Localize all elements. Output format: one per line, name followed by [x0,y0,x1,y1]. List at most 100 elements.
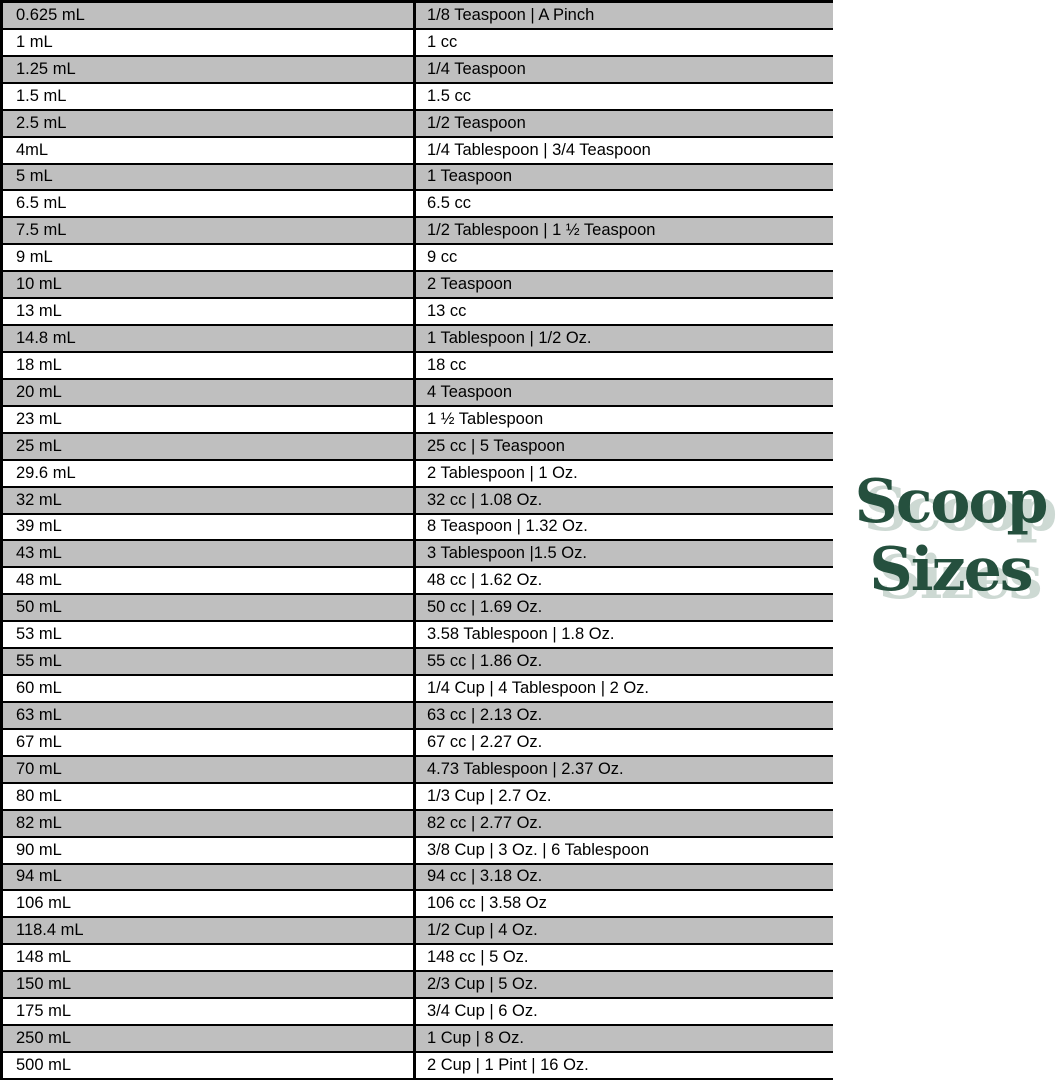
table-row: 53 mL 3.58 Tablespoon | 1.8 Oz. [3,622,833,650]
ml-cell: 500 mL [3,1052,416,1078]
ml-cell: 13 mL [3,299,416,325]
table-row: 6.5 mL 6.5 cc [3,191,833,219]
table-row: 29.6 mL 2 Tablespoon | 1 Oz. [3,460,833,488]
table-row: 175 mL 3/4 Cup | 6 Oz. [3,999,833,1027]
equivalent-cell: 25 cc | 5 Teaspoon [427,436,565,455]
scoop-sizes-logo: Scoop Sizes [838,468,1063,604]
ml-cell: 10 mL [3,272,416,298]
equivalent-cell: 48 cc | 1.62 Oz. [427,571,543,590]
equivalent-cell: 2/3 Cup | 5 Oz. [427,975,538,994]
equivalent-cell: 2 Tablespoon | 1 Oz. [427,463,578,482]
ml-cell: 39 mL [3,514,416,540]
table-row: 80 mL 1/3 Cup | 2.7 Oz. [3,783,833,811]
equivalent-cell: 2 Cup | 1 Pint | 16 Oz. [427,1055,589,1074]
table-row: 0.625 mL 1/8 Teaspoon | A Pinch [3,3,833,30]
ml-cell: 29.6 mL [3,460,416,486]
equivalent-cell: 2 Teaspoon [427,275,513,294]
table-row: 60 mL 1/4 Cup | 4 Tablespoon | 2 Oz. [3,676,833,703]
table-row: 106 mL 106 cc | 3.58 Oz [3,891,833,919]
ml-cell: 148 mL [3,945,416,971]
equivalent-cell: 1 Teaspoon [427,167,513,186]
ml-cell: 60 mL [3,676,416,701]
logo-line-2: Sizes [869,535,1033,605]
table-row: 43 mL 3 Tablespoon |1.5 Oz. [3,541,833,569]
table-row: 50 mL 50 cc | 1.69 Oz. [3,595,833,623]
table-row: 1.25 mL 1/4 Teaspoon [3,56,833,84]
table-row: 39 mL 8 Teaspoon | 1.32 Oz. [3,514,833,542]
ml-cell: 1 mL [3,29,416,55]
table-row: 94 mL 94 cc | 3.18 Oz. [3,864,833,892]
ml-cell: 53 mL [3,622,416,648]
table-row: 23 mL 1 ½ Tablespoon [3,406,833,434]
ml-cell: 55 mL [3,649,416,675]
ml-cell: 0.625 mL [3,3,416,28]
equivalent-cell: 82 cc | 2.77 Oz. [427,813,543,832]
table-row: 7.5 mL 1/2 Tablespoon | 1 ½ Teaspoon [3,218,833,246]
ml-cell: 70 mL [3,756,416,782]
ml-cell: 43 mL [3,541,416,567]
equivalent-cell: 148 cc | 5 Oz. [427,948,529,967]
ml-cell: 106 mL [3,891,416,917]
ml-cell: 50 mL [3,595,416,621]
table-row: 148 mL 148 cc | 5 Oz. [3,945,833,973]
ml-cell: 20 mL [3,379,416,405]
table-row: 63 mL 63 cc | 2.13 Oz. [3,702,833,730]
equivalent-cell: 1/2 Cup | 4 Oz. [427,921,538,940]
ml-cell: 250 mL [3,1026,416,1051]
table-row: 48 mL 48 cc | 1.62 Oz. [3,568,833,596]
equivalent-cell: 55 cc | 1.86 Oz. [427,652,543,671]
ml-cell: 9 mL [3,245,416,271]
ml-cell: 118.4 mL [3,918,416,944]
table-row: 9 mL 9 cc [3,245,833,273]
ml-cell: 80 mL [3,783,416,809]
table-row: 1.5 mL 1.5 cc [3,83,833,111]
ml-cell: 32 mL [3,487,416,513]
ml-cell: 1.25 mL [3,56,416,82]
ml-cell: 7.5 mL [3,218,416,244]
equivalent-cell: 1 cc [427,32,458,51]
table-row: 13 mL 13 cc [3,299,833,327]
ml-cell: 82 mL [3,810,416,836]
ml-cell: 6.5 mL [3,191,416,217]
conversion-table: 0.625 mL 1/8 Teaspoon | A Pinch 1 mL 1 c… [0,0,833,1080]
table-row: 118.4 mL 1/2 Cup | 4 Oz. [3,918,833,946]
ml-cell: 1.5 mL [3,83,416,109]
ml-cell: 67 mL [3,729,416,755]
equivalent-cell: 4 Teaspoon [427,382,513,401]
table-row: 500 mL 2 Cup | 1 Pint | 16 Oz. [3,1052,833,1080]
ml-cell: 4mL [3,137,416,163]
equivalent-cell: 67 cc | 2.27 Oz. [427,732,543,751]
table-row: 18 mL 18 cc [3,352,833,380]
table-row: 1 mL 1 cc [3,29,833,57]
table-row: 90 mL 3/8 Cup | 3 Oz. | 6 Tablespoon [3,837,833,865]
table-row: 10 mL 2 Teaspoon [3,272,833,300]
equivalent-cell: 6.5 cc [427,194,472,213]
ml-cell: 25 mL [3,433,416,459]
equivalent-cell: 1/2 Tablespoon | 1 ½ Teaspoon [427,221,656,240]
ml-cell: 150 mL [3,972,416,998]
table-row: 5 mL 1 Teaspoon [3,164,833,192]
table-row: 2.5 mL 1/2 Teaspoon [3,110,833,138]
equivalent-cell: 1/8 Teaspoon | A Pinch [427,5,595,24]
equivalent-cell: 1 Cup | 8 Oz. [427,1028,524,1047]
equivalent-cell: 1/4 Cup | 4 Tablespoon | 2 Oz. [427,679,649,697]
equivalent-cell: 1.5 cc [427,86,472,105]
equivalent-cell: 8 Teaspoon | 1.32 Oz. [427,517,588,536]
equivalent-cell: 1/2 Teaspoon [427,113,526,132]
table-row: 67 mL 67 cc | 2.27 Oz. [3,729,833,757]
table-row: 32 mL 32 cc | 1.08 Oz. [3,487,833,515]
table-row: 82 mL 82 cc | 2.77 Oz. [3,810,833,838]
ml-cell: 14.8 mL [3,326,416,351]
equivalent-cell: 3.58 Tablespoon | 1.8 Oz. [427,625,615,644]
ml-cell: 90 mL [3,837,416,863]
equivalent-cell: 1 Tablespoon | 1/2 Oz. [427,329,592,348]
equivalent-cell: 9 cc [427,248,458,267]
ml-cell: 63 mL [3,702,416,728]
equivalent-cell: 1 ½ Tablespoon [427,409,544,428]
equivalent-cell: 106 cc | 3.58 Oz [427,894,547,913]
table-row: 250 mL 1 Cup | 8 Oz. [3,1026,833,1053]
table-row: 55 mL 55 cc | 1.86 Oz. [3,649,833,677]
equivalent-cell: 1/4 Tablespoon | 3/4 Teaspoon [427,140,651,159]
equivalent-cell: 1/3 Cup | 2.7 Oz. [427,786,552,805]
